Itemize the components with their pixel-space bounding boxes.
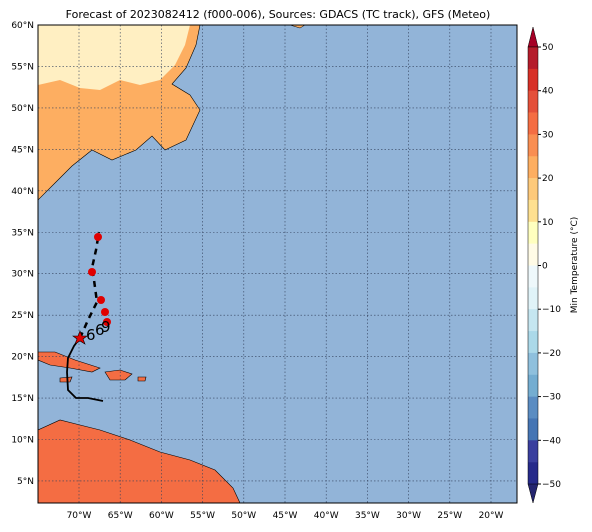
colorbar-segment <box>528 156 538 179</box>
lon-label: 25°W <box>437 511 462 521</box>
lat-label: 15°N <box>11 394 34 404</box>
colorbar-tick-label: −30 <box>542 393 561 403</box>
track-label: 6 <box>86 326 96 344</box>
lat-label: 45°N <box>11 145 34 155</box>
lat-label: 40°N <box>11 187 34 197</box>
colorbar-tick-label: −10 <box>542 305 561 315</box>
hispaniola <box>104 369 133 381</box>
jamaica <box>59 376 73 383</box>
cuba <box>38 351 101 373</box>
colorbar-segment <box>528 331 538 354</box>
lon-label: 35°W <box>355 511 380 521</box>
lon-label: 45°W <box>273 511 298 521</box>
track-label: 6 <box>95 321 105 339</box>
lat-label: 50°N <box>11 104 34 114</box>
colorbar-tick-label: 20 <box>542 174 554 184</box>
lat-label: 20°N <box>11 353 34 363</box>
colorbar-segment <box>528 309 538 332</box>
colorbar-segment <box>528 243 538 266</box>
colorbar-label: Min Temperature (°C) <box>570 217 580 314</box>
colorbar-segment <box>528 221 538 244</box>
colorbar-segment <box>528 134 538 157</box>
colorbar-arrow <box>527 483 539 504</box>
colorbar-tick-label: 10 <box>542 218 554 228</box>
map-area: 6 6 9 <box>38 25 517 503</box>
colorbar-segment <box>528 47 538 70</box>
colorbar-segment <box>528 462 538 485</box>
lon-label: 50°W <box>231 511 256 521</box>
colorbar-segment <box>528 352 538 376</box>
colorbar-tick-label: 30 <box>542 130 554 140</box>
lon-label: 20°W <box>479 511 504 521</box>
cold-region <box>38 25 190 90</box>
storm-symbol <box>101 308 109 316</box>
greenland-tip <box>289 25 306 29</box>
colorbar-tick-label: −50 <box>542 480 561 490</box>
colorbar-segment <box>528 396 538 419</box>
storm-symbol <box>88 268 96 276</box>
south-america <box>38 419 241 503</box>
colorbar-segment <box>528 68 538 91</box>
colorbar-tick-label: 50 <box>542 43 554 53</box>
lat-label: 30°N <box>11 270 34 280</box>
colorbar-segment <box>528 112 538 135</box>
colorbar-tick-label: −20 <box>542 349 561 359</box>
lat-label: 5°N <box>17 477 34 487</box>
colorbar-tick-label: −40 <box>542 436 561 446</box>
graticule <box>38 25 517 503</box>
lat-label: 60°N <box>11 21 34 31</box>
colorbar: 50 40 30 20 10 0 −10 −20 −30 −40 −50 <box>527 26 561 504</box>
colorbar-segment <box>528 199 538 223</box>
colorbar-tick-label: 40 <box>542 87 554 97</box>
storm-symbol <box>97 296 105 304</box>
lon-label: 60°W <box>149 511 174 521</box>
colorbar-segment <box>528 374 538 397</box>
lat-label: 10°N <box>11 436 34 446</box>
lon-label: 65°W <box>108 511 133 521</box>
current-position-star <box>72 330 88 345</box>
map-frame <box>37 24 518 504</box>
lon-label: 70°W <box>67 511 92 521</box>
colorbar-segment <box>528 90 538 113</box>
colorbar-segment <box>528 178 538 201</box>
storm-symbols <box>88 233 111 326</box>
lat-label: 25°N <box>11 311 34 321</box>
lon-label: 55°W <box>190 511 215 521</box>
map-title: Forecast of 2023082412 (f000-006), Sourc… <box>66 8 491 21</box>
lon-label: 30°W <box>396 511 421 521</box>
lon-label: 40°W <box>314 511 339 521</box>
lat-label: 35°N <box>11 228 34 238</box>
lat-label: 55°N <box>11 62 34 72</box>
colorbar-segment <box>528 440 538 463</box>
storm-symbol <box>94 233 102 241</box>
track-past <box>66 337 104 402</box>
colorbar-arrow <box>527 26 539 48</box>
storm-symbol <box>103 318 111 326</box>
colorbar-segment <box>528 287 538 310</box>
colorbar-segment <box>528 265 538 288</box>
colorbar-segment <box>528 418 538 441</box>
track-forecast <box>78 231 101 339</box>
track-label: 9 <box>101 318 111 336</box>
colorbar-tick-label: 0 <box>542 262 548 272</box>
puerto-rico <box>137 376 147 382</box>
